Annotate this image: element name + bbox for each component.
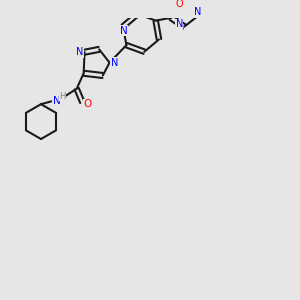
Text: N: N xyxy=(52,96,60,106)
Text: N: N xyxy=(76,47,83,57)
Text: O: O xyxy=(83,100,92,110)
Text: N: N xyxy=(176,20,183,29)
Text: H: H xyxy=(59,92,66,101)
Text: N: N xyxy=(120,26,128,36)
Text: N: N xyxy=(194,7,201,17)
Text: N: N xyxy=(111,58,118,68)
Text: O: O xyxy=(176,0,183,9)
